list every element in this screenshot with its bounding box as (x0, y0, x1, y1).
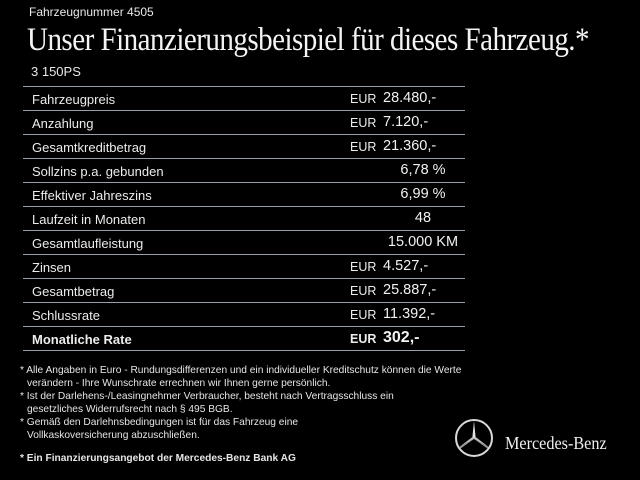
row-label: Anzahlung (32, 116, 94, 131)
row-currency: EUR (350, 260, 377, 274)
row-currency: EUR (350, 116, 377, 130)
row-value: 25.887,- (383, 282, 437, 298)
row-currency: EUR (350, 92, 377, 106)
row-value: 6,99 % (400, 186, 446, 202)
row-currency: EUR (350, 140, 377, 154)
table-row: Laufzeit in Monaten 48 (23, 207, 465, 231)
row-currency: EUR (350, 332, 377, 346)
table-row: Gesamtlaufleistung 15.000 KM (23, 231, 465, 255)
vehicle-number: Fahrzeugnummer 4505 (29, 5, 154, 19)
vehicle-subtitle: 3 150PS (31, 64, 81, 79)
table-row: Sollzins p.a. gebunden 6,78 % (23, 159, 465, 183)
row-label: Gesamtkreditbetrag (32, 140, 147, 155)
row-label: Schlussrate (32, 308, 100, 323)
table-row: Anzahlung EUR 7.120,- (23, 111, 465, 135)
row-label: Monatliche Rate (32, 332, 132, 347)
row-value: 6,78 % (400, 162, 446, 178)
monthly-rate-row: Monatliche Rate EUR 302,- (23, 327, 465, 351)
row-value: 21.360,- (383, 138, 437, 154)
table-row: Schlussrate EUR 11.392,- (23, 303, 465, 327)
page-title: Unser Finanzierungsbeispiel für dieses F… (27, 22, 590, 58)
bank-note: * Ein Finanzierungsangebot der Mercedes-… (20, 453, 296, 464)
row-label: Sollzins p.a. gebunden (32, 164, 164, 179)
footnote: * Ist der Darlehens-/Leasingnehmer Verbr… (20, 391, 394, 415)
table-row: Zinsen EUR 4.527,- (23, 255, 465, 279)
brand-name: Mercedes-Benz (505, 433, 607, 453)
row-label: Effektiver Jahreszins (32, 188, 152, 203)
row-label: Zinsen (32, 260, 72, 275)
footnote: * Alle Angaben in Euro - Rundungsdiffere… (20, 365, 462, 389)
footnotes: * Alle Angaben in Euro - Rundungsdiffere… (20, 364, 487, 442)
row-label: Fahrzeugpreis (32, 92, 116, 107)
row-value: 15.000 KM (387, 234, 459, 250)
row-currency: EUR (350, 284, 377, 298)
row-value: 11.392,- (383, 306, 436, 322)
row-label: Gesamtbetrag (32, 284, 115, 299)
row-value: 48 (414, 210, 432, 226)
financing-table: Fahrzeugpreis EUR 28.480,- Anzahlung EUR 7.1… (23, 86, 465, 351)
row-value: 7.120,- (383, 114, 429, 130)
row-currency: EUR (350, 308, 377, 322)
row-value: 4.527,- (383, 258, 429, 274)
table-row: Effektiver Jahreszins 6,99 % (23, 183, 465, 207)
mercedes-star-icon (455, 419, 493, 457)
footnote: * Gemäß den Darlehnsbedingungen ist für … (20, 417, 299, 441)
table-row: Gesamtkreditbetrag EUR 21.360,- (23, 135, 465, 159)
table-row: Fahrzeugpreis EUR 28.480,- (23, 87, 465, 111)
monthly-rate-value: 302,- (383, 329, 420, 346)
row-label: Gesamtlaufleistung (32, 236, 144, 251)
row-label: Laufzeit in Monaten (32, 212, 146, 227)
table-row: Gesamtbetrag EUR 25.887,- (23, 279, 465, 303)
row-value: 28.480,- (383, 90, 437, 106)
